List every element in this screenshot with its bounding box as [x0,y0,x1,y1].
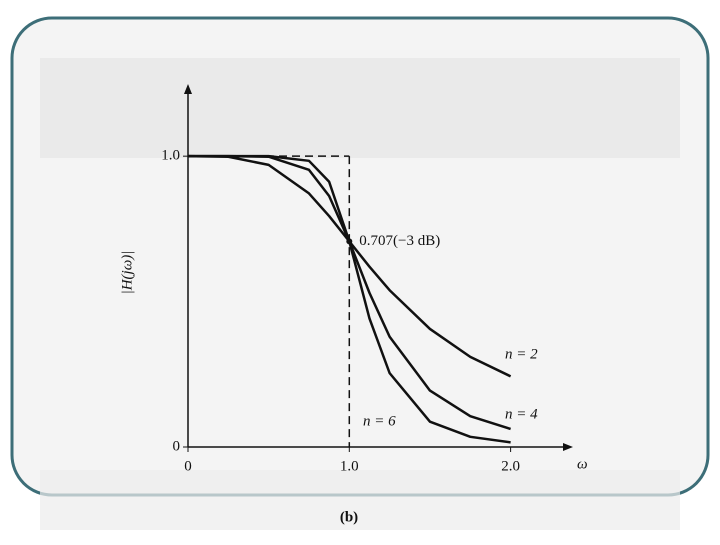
y-tick-label: 1.0 [161,148,180,164]
series-label: n = 6 [363,413,396,429]
scan-noise [40,58,680,158]
y-axis-label: |H(jω)| [119,251,135,295]
scan-noise [40,470,680,530]
series-label: n = 2 [505,346,538,362]
annotation-point [346,238,353,245]
x-tick-label: 2.0 [501,458,520,474]
x-arrow [563,443,573,451]
x-axis-label: ω [577,456,588,472]
caption: (b) [340,509,358,525]
x-tick-label: 1.0 [340,458,359,474]
y-arrow [184,84,192,94]
x-tick-label: 0 [184,458,192,474]
series-label: n = 4 [505,406,538,422]
y-tick-label: 0 [173,438,181,454]
annotation: 0.707(−3 dB) [359,233,440,249]
